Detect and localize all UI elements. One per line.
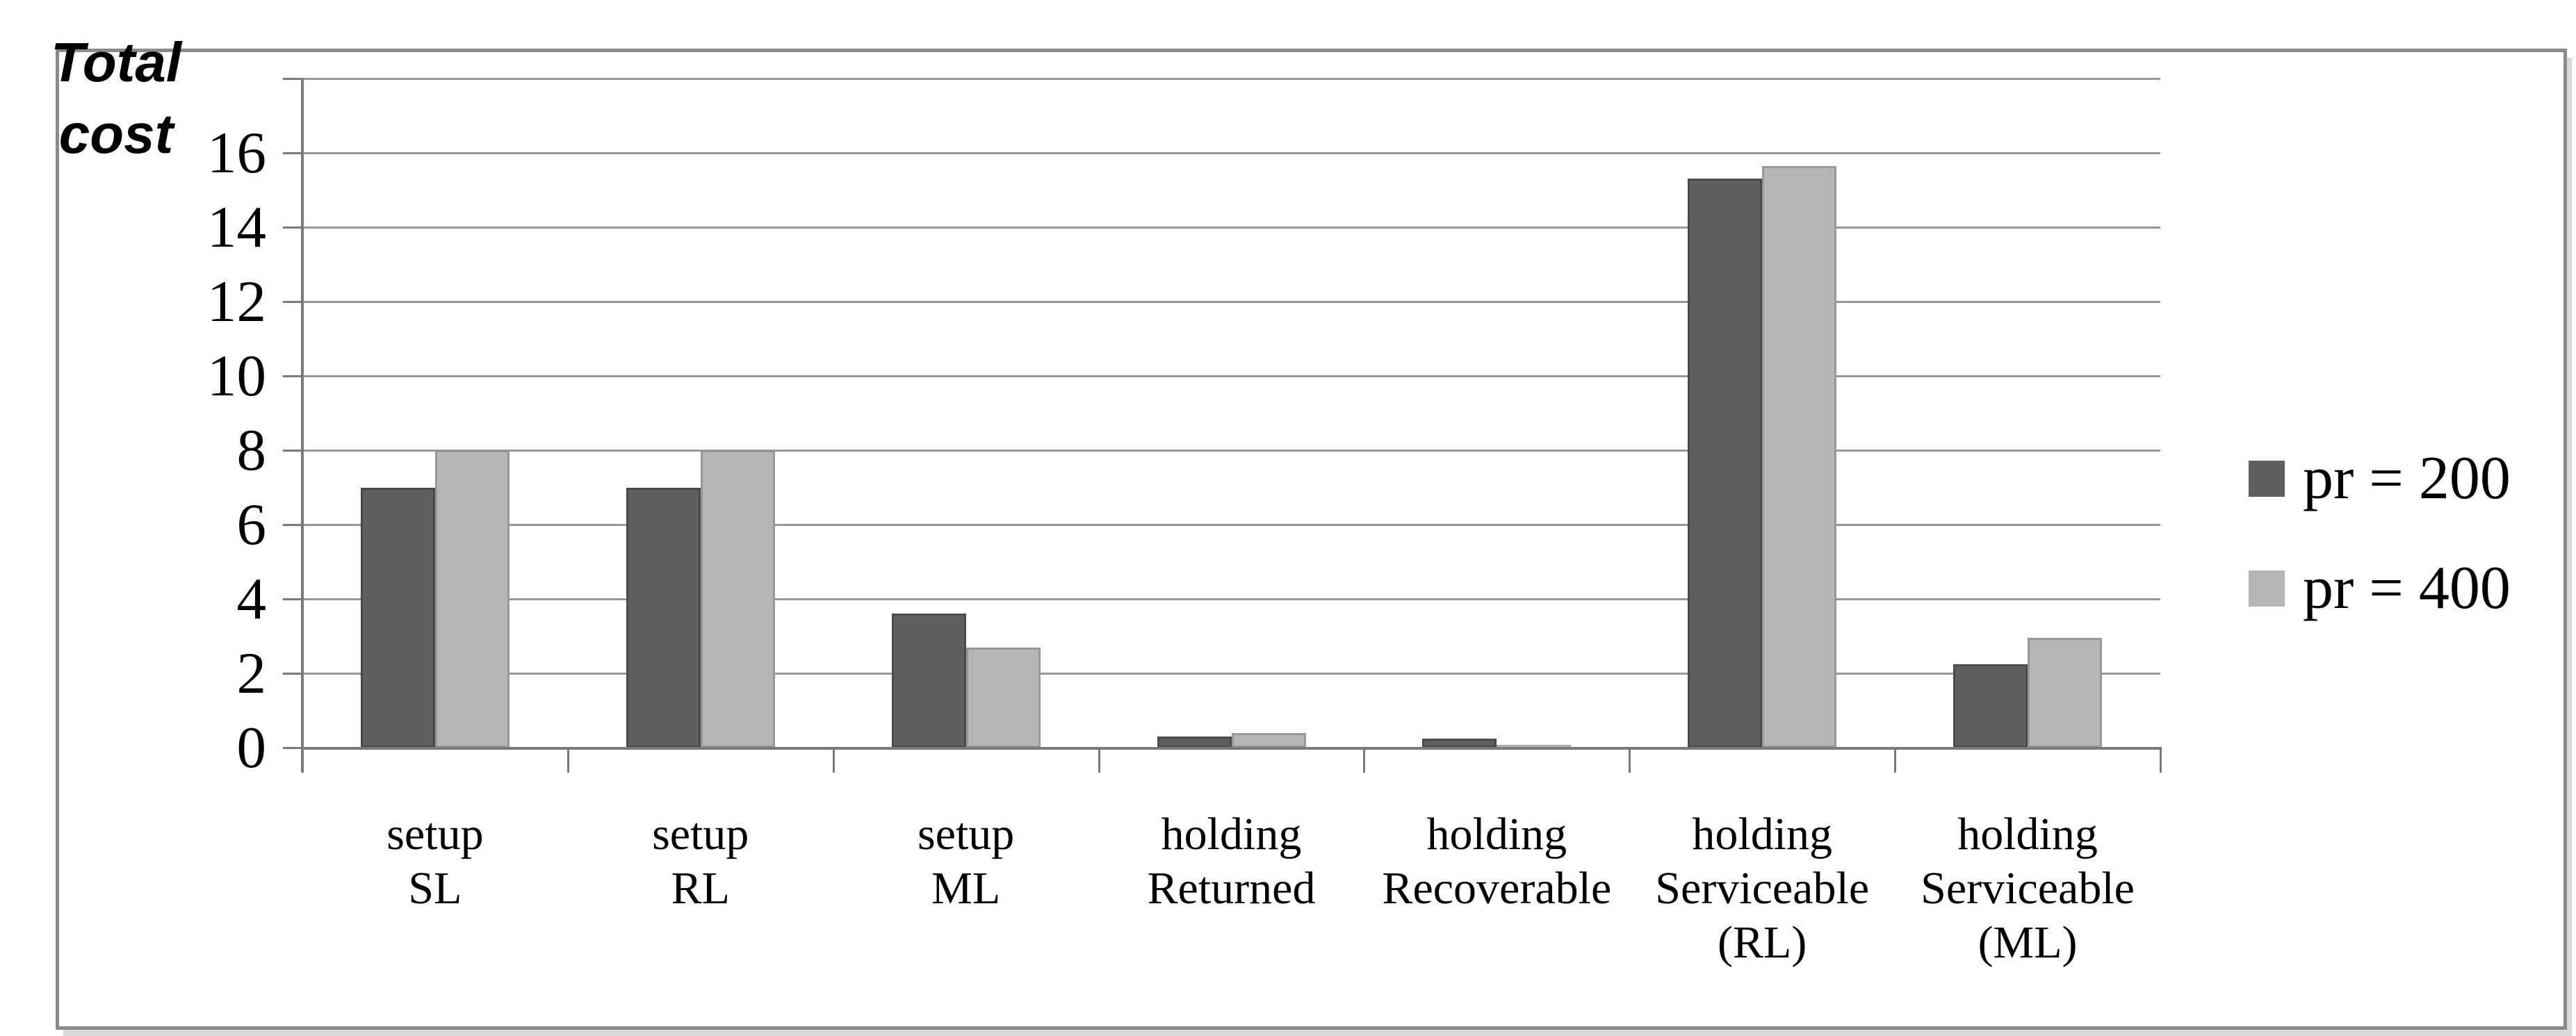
- bar-pr200: [1688, 179, 1763, 748]
- y-axis-tick: [283, 301, 302, 303]
- bar-pr400: [700, 450, 775, 748]
- category-label: holding Serviceable (RL): [1655, 809, 1870, 968]
- y-axis-tick: [283, 152, 302, 154]
- category-label: setup ML: [917, 809, 1015, 914]
- x-axis-tick: [566, 748, 569, 773]
- y-axis-tick: [283, 747, 302, 749]
- gridline: [302, 524, 2160, 526]
- gridline: [302, 375, 2160, 377]
- bar-pr200: [1953, 664, 2028, 748]
- bar-pr400: [2028, 638, 2103, 748]
- category-label: holding Recoverable: [1382, 809, 1612, 914]
- bar-pr400: [965, 647, 1041, 748]
- category-label: setup RL: [652, 809, 749, 914]
- y-tick-label: 12: [207, 269, 266, 334]
- bar-pr200: [1422, 738, 1497, 748]
- bar-pr400: [1231, 732, 1306, 748]
- y-tick-label: 14: [207, 195, 266, 260]
- gridline: [302, 301, 2160, 303]
- x-axis-tick: [832, 748, 835, 773]
- y-axis-tick: [283, 598, 302, 600]
- bar-pr200: [626, 487, 701, 748]
- y-axis-tick: [283, 450, 302, 452]
- category-label: holding Returned: [1147, 809, 1316, 914]
- x-axis-tick: [1098, 748, 1100, 773]
- gridline: [302, 152, 2160, 154]
- y-axis-tick: [283, 78, 302, 80]
- x-axis-tick: [2160, 748, 2162, 773]
- legend-swatch: [2249, 570, 2285, 607]
- x-axis-tick: [1894, 748, 1897, 773]
- legend-swatch: [2249, 461, 2285, 497]
- legend-label: pr = 400: [2303, 554, 2511, 622]
- category-label: holding Serviceable (ML): [1921, 809, 2135, 968]
- category-label: setup SL: [386, 809, 484, 914]
- y-tick-label: 2: [236, 641, 267, 706]
- x-axis-line: [302, 747, 2162, 750]
- y-axis-title: Total cost: [50, 31, 182, 165]
- bar-pr200: [891, 614, 966, 748]
- figure-border: [56, 49, 2567, 1030]
- y-tick-label: 0: [236, 715, 267, 780]
- y-tick-label: 8: [236, 418, 267, 483]
- y-axis-tick: [283, 524, 302, 526]
- gridline: [302, 450, 2160, 452]
- bar-pr400: [1762, 165, 1837, 748]
- gridline: [302, 227, 2160, 229]
- gridline: [302, 78, 2160, 80]
- x-axis-tick: [1363, 748, 1366, 773]
- gridline: [302, 598, 2160, 600]
- y-tick-label: 4: [236, 566, 267, 632]
- legend-item: pr = 400: [2249, 552, 2511, 625]
- y-tick-label: 6: [236, 492, 267, 557]
- legend: pr = 200 pr = 400: [2249, 442, 2511, 661]
- bar-pr400: [434, 450, 510, 748]
- y-axis-tick: [283, 227, 302, 229]
- legend-item: pr = 200: [2249, 442, 2511, 516]
- bar-pr200: [360, 487, 435, 748]
- bar-pr200: [1157, 736, 1232, 748]
- y-tick-label: 16: [207, 120, 266, 186]
- y-axis-tick: [283, 375, 302, 377]
- y-axis-tick: [283, 673, 302, 675]
- y-axis-line: [301, 79, 304, 773]
- legend-label: pr = 200: [2303, 445, 2511, 512]
- gridline: [302, 673, 2160, 675]
- x-axis-tick: [1629, 748, 1631, 773]
- y-tick-label: 10: [207, 343, 266, 409]
